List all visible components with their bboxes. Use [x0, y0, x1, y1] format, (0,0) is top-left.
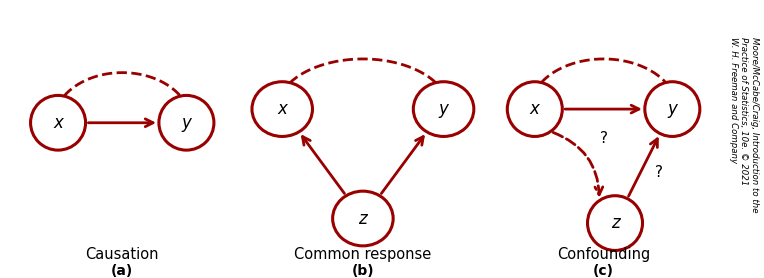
Circle shape — [588, 196, 643, 250]
Circle shape — [332, 191, 393, 246]
Text: Causation: Causation — [86, 247, 159, 262]
Text: y: y — [439, 100, 448, 118]
Circle shape — [252, 82, 312, 136]
Circle shape — [159, 95, 214, 150]
Text: y: y — [182, 114, 191, 132]
Text: x: x — [530, 100, 539, 118]
Circle shape — [645, 82, 700, 136]
Text: z: z — [358, 210, 367, 227]
Text: y: y — [668, 100, 677, 118]
Text: Moore/McCabe/Craig, Introduction to the
Practice of Statistics, 10e. © 2021
W. H: Moore/McCabe/Craig, Introduction to the … — [729, 37, 759, 213]
Text: x: x — [277, 100, 287, 118]
Text: (c): (c) — [593, 264, 614, 278]
Circle shape — [413, 82, 474, 136]
Text: (a): (a) — [111, 264, 134, 278]
Text: ?: ? — [655, 165, 662, 180]
Text: z: z — [610, 214, 620, 232]
Circle shape — [31, 95, 86, 150]
Circle shape — [507, 82, 562, 136]
Text: Common response: Common response — [294, 247, 432, 262]
Text: (b): (b) — [351, 264, 374, 278]
Text: x: x — [53, 114, 63, 132]
Text: ?: ? — [600, 131, 607, 146]
Text: Confounding: Confounding — [557, 247, 650, 262]
